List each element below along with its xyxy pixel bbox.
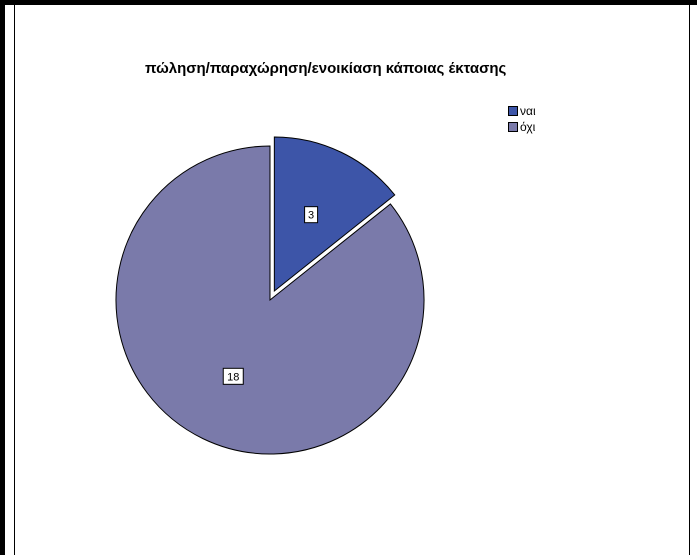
pie-slice-1: [115, 145, 425, 455]
chart-panel: [14, 5, 690, 555]
chart-legend: ναι όχι: [508, 103, 536, 135]
legend-item-ochi: όχι: [508, 119, 536, 135]
chart-title: πώληση/παραχώρηση/ενοικίαση κάποιας έκτα…: [145, 60, 507, 77]
svg-text:18: 18: [227, 371, 239, 383]
legend-label-nai: ναι: [520, 104, 536, 118]
data-label-1: 18: [222, 367, 244, 385]
svg-text:3: 3: [308, 210, 314, 222]
data-label-0: 3: [304, 206, 319, 224]
pie-data-labels: 3 18: [222, 206, 319, 385]
legend-label-ochi: όχι: [520, 120, 536, 134]
pie-slice-0: [273, 136, 396, 293]
legend-item-nai: ναι: [508, 103, 536, 119]
pie-slices: [115, 136, 425, 455]
legend-swatch-ochi: [508, 122, 518, 132]
legend-swatch-nai: [508, 106, 518, 116]
